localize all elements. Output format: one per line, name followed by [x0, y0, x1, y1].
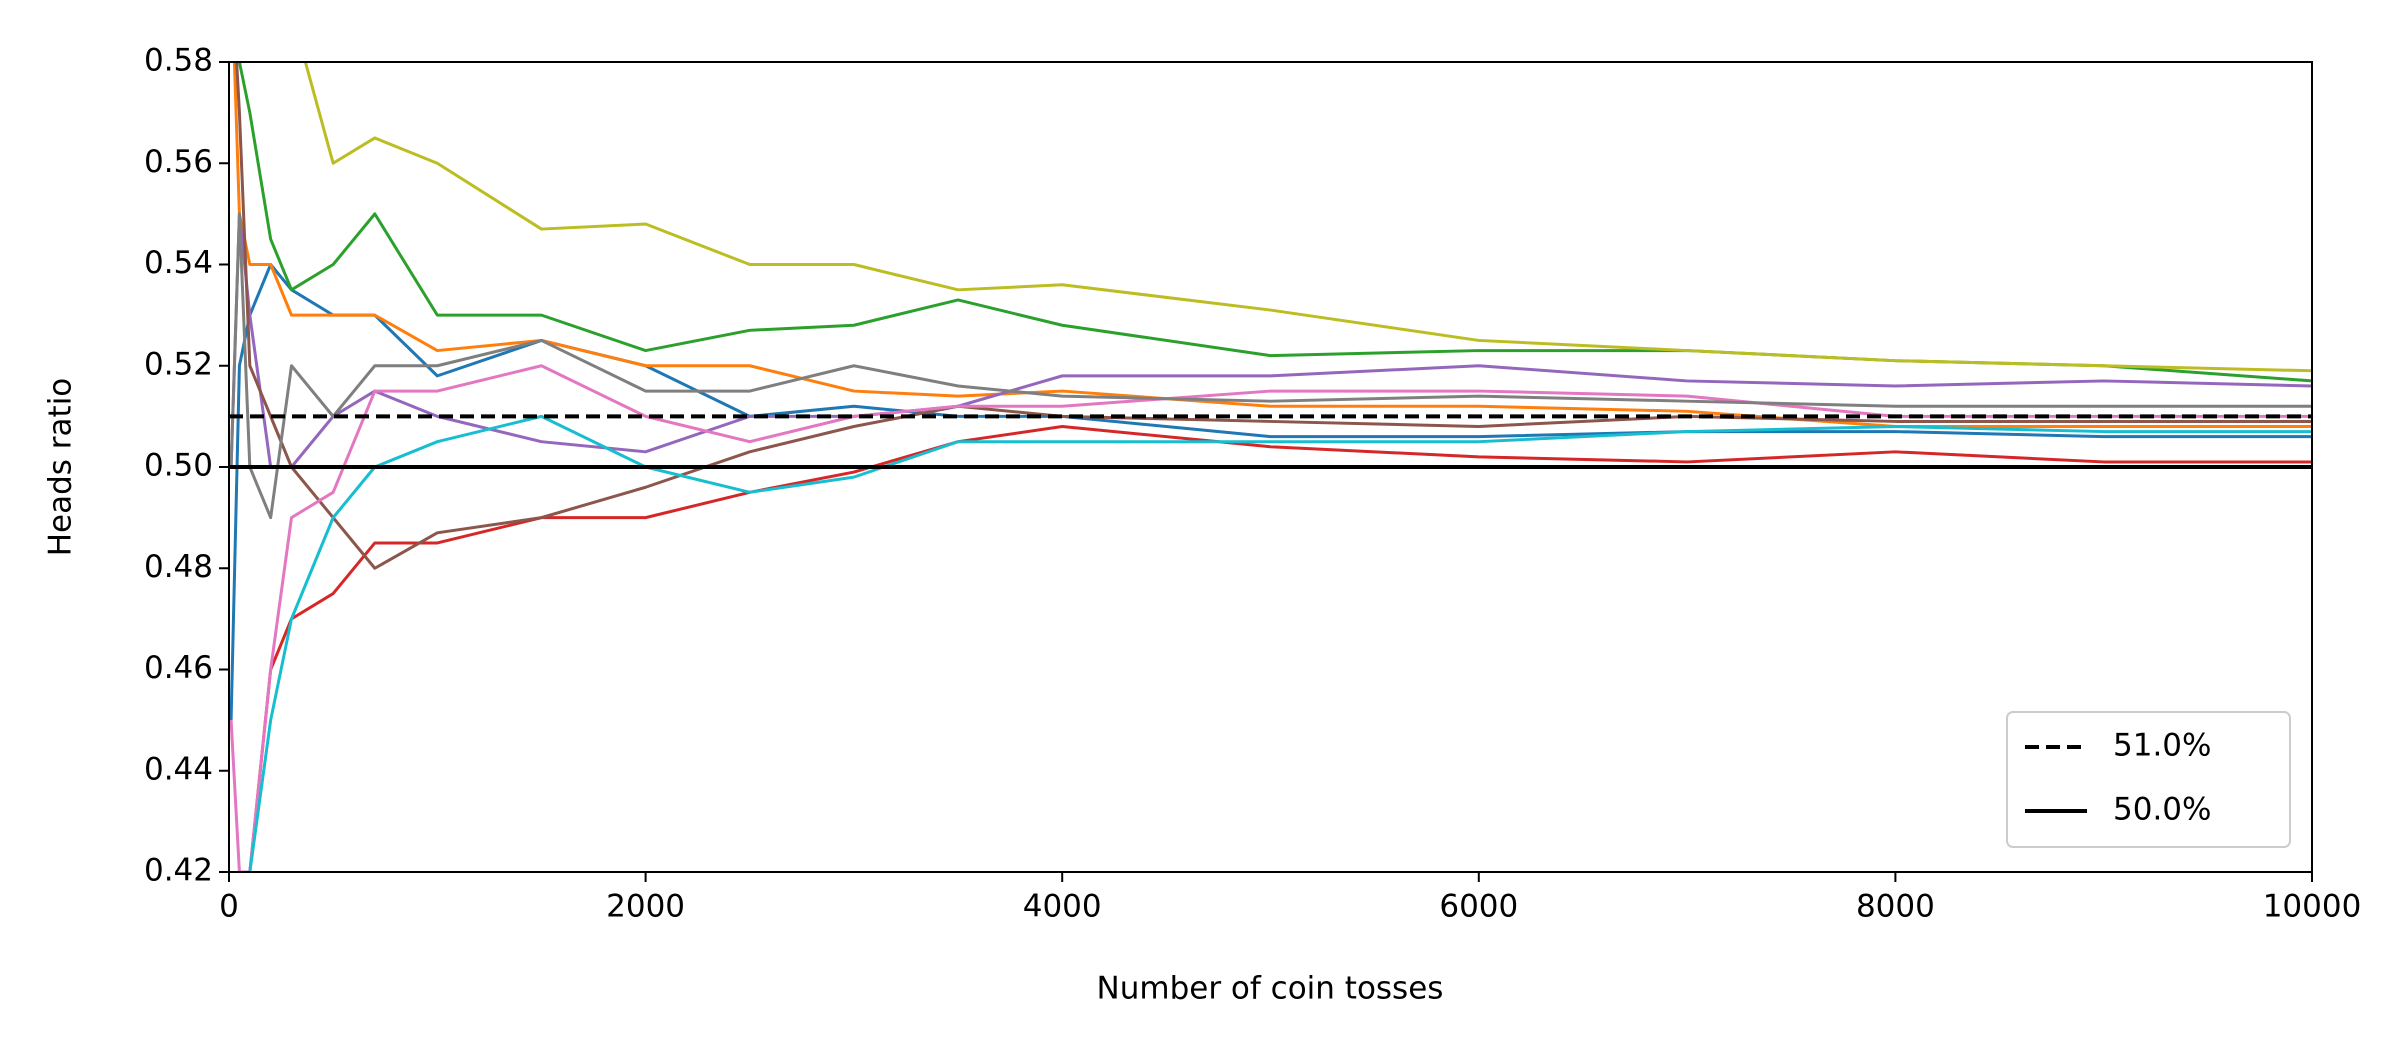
- y-tick-label: 0.50: [144, 448, 213, 484]
- series-line: [237, 62, 2312, 383]
- y-tick-label: 0.44: [144, 751, 213, 787]
- legend-label: 51.0%: [2113, 728, 2211, 764]
- legend-label: 50.0%: [2113, 792, 2211, 828]
- x-axis-label: Number of coin tosses: [1097, 971, 1444, 1007]
- y-tick-label: 0.54: [144, 245, 213, 281]
- y-tick-label: 0.52: [144, 346, 213, 382]
- plot-area: [229, 62, 2312, 872]
- x-tick-label: 8000: [1856, 889, 1935, 925]
- series-line: [232, 62, 2312, 428]
- x-tick-label: 6000: [1439, 889, 1518, 925]
- y-tick-label: 0.56: [144, 144, 213, 180]
- series-line: [237, 425, 2312, 872]
- x-tick-label: 10000: [2263, 889, 2362, 925]
- y-tick-label: 0.46: [144, 650, 213, 686]
- series-line: [229, 364, 2312, 872]
- y-tick-label: 0.58: [144, 43, 213, 79]
- x-tick-label: 0: [219, 889, 239, 925]
- series-line: [303, 62, 2312, 373]
- x-tick-label: 2000: [606, 889, 685, 925]
- series-line: [229, 263, 2312, 721]
- y-tick-label: 0.42: [144, 853, 213, 889]
- series-line: [229, 212, 2312, 520]
- x-tick-label: 4000: [1023, 889, 1102, 925]
- y-axis-label: Heads ratio: [43, 378, 79, 557]
- series-line: [235, 62, 2312, 570]
- series-line: [248, 414, 2312, 872]
- y-tick-label: 0.48: [144, 549, 213, 585]
